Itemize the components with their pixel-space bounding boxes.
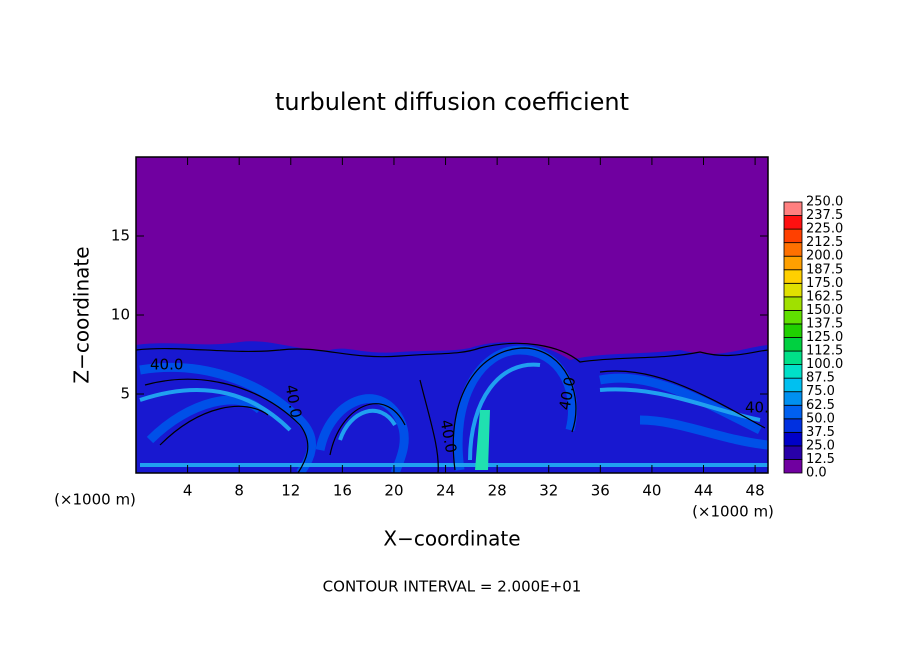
colorbar-label: 175.0 (806, 276, 843, 291)
colorbar-segment (783, 215, 803, 230)
colorbar-segment (783, 445, 803, 460)
colorbar-segment (783, 255, 803, 271)
colorbar-label: 237.5 (806, 208, 843, 223)
colorbar-segment (783, 201, 803, 216)
y-axis-label: Z−coordinate (70, 246, 94, 383)
x-tick-label: 20 (384, 482, 403, 500)
colorbar-segment (783, 364, 803, 379)
x-tick-label: 24 (436, 482, 455, 500)
colorbar-label: 87.5 (806, 371, 835, 386)
colorbar-label: 37.5 (806, 425, 835, 440)
colorbar-label: 75.0 (806, 384, 835, 399)
contour-label: 40.0 (745, 399, 778, 417)
colorbar-segment (783, 418, 803, 433)
x-unit-label: (×1000 m) (54, 491, 136, 509)
contour-label: 40.0 (150, 356, 183, 374)
x-tick-label: 44 (694, 482, 713, 500)
colorbar-label: 150.0 (806, 303, 843, 318)
colorbar-label: 112.5 (806, 344, 843, 359)
colorbar-label: 100.0 (806, 357, 843, 372)
y-tick-label: 5 (120, 385, 130, 403)
colorbar-label: 50.0 (806, 411, 835, 426)
x-tick-label: 8 (234, 482, 244, 500)
contour-label: 40.0 (437, 418, 461, 454)
colorbar-label: 187.5 (806, 262, 843, 277)
colorbar-segment (783, 377, 803, 393)
x-axis-label: X−coordinate (383, 527, 520, 551)
chart-title: turbulent diffusion coefficient (275, 88, 629, 116)
footer-note: CONTOUR INTERVAL = 2.000E+01 (323, 578, 582, 596)
colorbar-segment (783, 282, 803, 298)
x-tick-label: 16 (333, 482, 352, 500)
colorbar-segment (783, 296, 803, 311)
x-tick-label: 4 (183, 482, 193, 500)
x-tick-label: 28 (488, 482, 507, 500)
colorbar-segment (783, 323, 803, 338)
colorbar-label: 0.0 (806, 466, 827, 481)
y-tick-label: 10 (111, 306, 130, 324)
contour-label: 40.0 (556, 375, 580, 411)
x-tick-label: 32 (539, 482, 558, 500)
colorbar-label: 200.0 (806, 249, 843, 264)
colorbar-segment (783, 350, 803, 365)
colorbar-label: 125.0 (806, 330, 843, 345)
colorbar-segment (783, 242, 803, 257)
colorbar-segment (783, 337, 803, 352)
field: 40.0 40.0 40.0 40.0 40.0 (136, 157, 778, 473)
colorbar-segment (783, 431, 803, 447)
colorbar-label: 225.0 (806, 222, 843, 237)
x-tick-label: 40 (642, 482, 661, 500)
colorbar-label: 62.5 (806, 398, 835, 413)
colorbar-segment (783, 228, 803, 244)
colorbar-label: 162.5 (806, 289, 843, 304)
colorbar-label: 137.5 (806, 316, 843, 331)
colorbar-segment (783, 459, 803, 474)
colorbar-label: 250.0 (806, 195, 843, 210)
colorbar-label: 25.0 (806, 438, 835, 453)
colorbar-segment (783, 269, 803, 284)
x-tick-label: 48 (746, 482, 765, 500)
colorbar-segment (783, 404, 803, 420)
contour-label: 40.0 (282, 383, 306, 419)
y-tick-label: 15 (111, 227, 130, 245)
colorbar-label: 212.5 (806, 235, 843, 250)
x-tick-label: 12 (281, 482, 300, 500)
colorbar-label: 12.5 (806, 452, 835, 467)
colorbar-segment (783, 391, 803, 406)
colorbar-segment (783, 309, 803, 325)
x-unit-label: (×1000 m) (692, 503, 774, 521)
x-tick-label: 36 (591, 482, 610, 500)
